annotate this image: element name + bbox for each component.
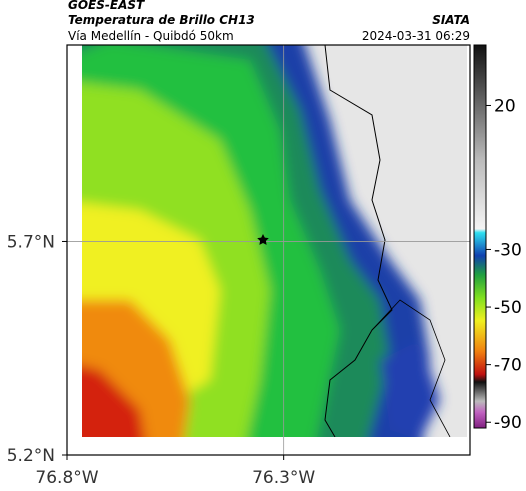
colorbar-tick-label: -90 [494,413,522,433]
map-frame [66,44,471,456]
y-tick-label: 5.2°N [7,446,55,466]
colorbar-tick-label: -50 [494,298,522,318]
region: Vía Medellín - Quibdó 50km [68,29,234,43]
x-tick-label: 76.3°W [252,468,315,488]
colorbar-tick-label: -30 [494,240,522,260]
title: GOES-EAST [68,0,145,12]
colorbar-tick-label: -70 [494,356,522,376]
subtitle: Temperatura de Brillo CH13 [68,13,255,27]
location-marker [257,234,269,245]
source: SIATA [432,13,470,27]
y-tick-label: 5.7°N [7,232,55,252]
x-tick-label: 76.8°W [35,468,98,488]
datetime: 2024-03-31 06:29 [362,29,470,43]
colorbar [473,44,487,429]
colorbar-tick-label: 20 [494,96,516,116]
satellite-image [82,45,467,437]
